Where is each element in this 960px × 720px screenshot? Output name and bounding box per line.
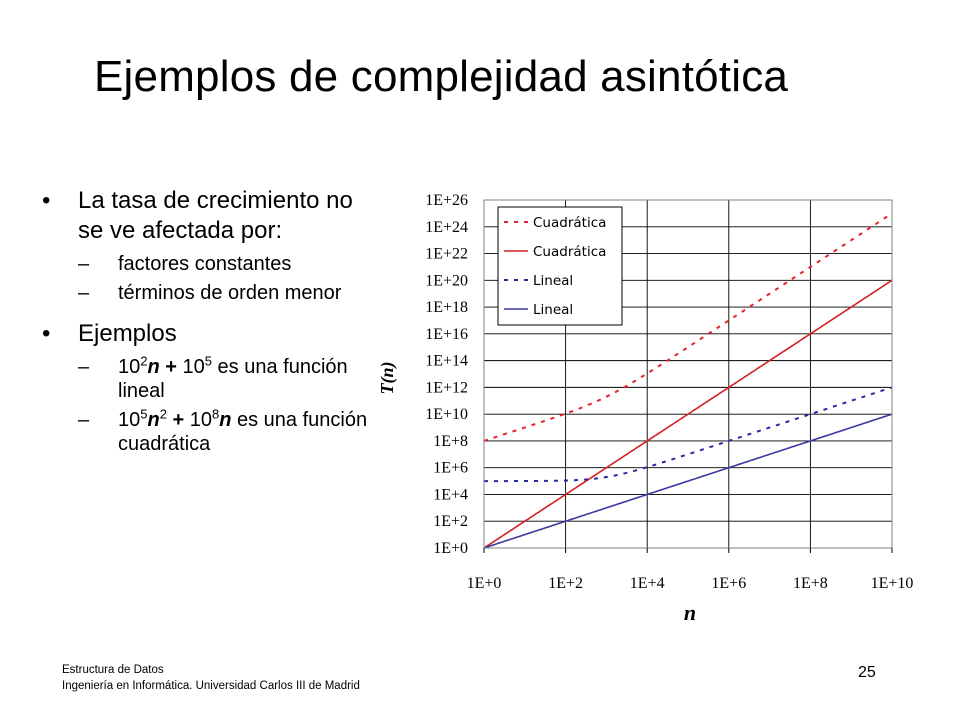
series-line-2 xyxy=(483,279,893,549)
y-axis-label: T(n) xyxy=(377,362,398,395)
y-tick-label: 1E+20 xyxy=(425,272,468,289)
chart-series xyxy=(483,212,893,549)
plot-area-frame xyxy=(483,199,893,549)
sub-item-text: términos de orden menor xyxy=(118,282,342,304)
variable: n xyxy=(147,356,160,378)
sub-item-dash: – xyxy=(78,282,90,304)
variable: n xyxy=(219,409,232,431)
y-tick-label: 1E+8 xyxy=(433,433,468,450)
coefficient: 10 xyxy=(118,356,141,378)
legend-label: Lineal xyxy=(533,273,573,289)
exponent: 2 xyxy=(159,406,167,422)
series-line-1 xyxy=(483,212,893,442)
example-quadratic: – 105n2 + 108n es una función cuadrática xyxy=(78,406,370,456)
example-linear: – 102n + 105 es una función lineal xyxy=(78,353,370,403)
legend-box xyxy=(497,206,623,326)
bullet-text: Ejemplos xyxy=(78,320,177,347)
operator: + xyxy=(159,356,183,378)
y-tick-label: 1E+22 xyxy=(425,246,468,263)
bullet-marker: • xyxy=(42,320,51,347)
bullet-marker: • xyxy=(42,187,51,214)
example-description: es una función lineal xyxy=(118,356,348,402)
sub-item-lower-order-terms: – términos de orden menor xyxy=(78,281,370,305)
chart-legend: Cuadrática Cuadrática Lineal Lineal xyxy=(497,206,623,326)
sub-item-dash: – xyxy=(78,253,90,275)
bullet-examples: • Ejemplos – 102n + 105 es una función l… xyxy=(40,319,370,456)
y-tick-label: 1E+4 xyxy=(433,486,468,503)
y-tick-label: 1E+12 xyxy=(425,379,468,396)
y-tick-label: 1E+24 xyxy=(425,219,468,236)
y-tick-label: 1E+10 xyxy=(425,406,468,423)
coefficient: 10 xyxy=(189,409,212,431)
sub-list: – factores constantes – términos de orde… xyxy=(78,252,370,305)
x-tick-label: 1E+6 xyxy=(711,575,746,592)
page-number: 25 xyxy=(858,664,876,681)
footer-institution: Ingeniería en Informática. Universidad C… xyxy=(62,680,360,692)
sub-item-text: factores constantes xyxy=(118,253,292,275)
x-tick-label: 1E+4 xyxy=(630,575,665,592)
y-tick-label: 1E+26 xyxy=(425,192,468,209)
example-description: es una función cuadrática xyxy=(118,409,368,455)
y-tick-label: 1E+2 xyxy=(433,513,468,530)
sub-item-dash: – xyxy=(78,356,90,378)
slide-footer: Estructura de Datos Ingeniería en Inform… xyxy=(62,662,360,694)
exponent: 8 xyxy=(211,406,220,422)
legend-label: Cuadrática xyxy=(533,215,606,231)
x-tick-label: 1E+0 xyxy=(467,575,502,592)
x-tick-label: 1E+2 xyxy=(548,575,583,592)
bullet-list: • La tasa de crecimiento no se ve afecta… xyxy=(40,186,370,461)
operator: + xyxy=(166,409,190,431)
y-tick-label: 1E+0 xyxy=(433,540,468,557)
variable: n xyxy=(147,409,160,431)
x-axis-label: n xyxy=(684,600,696,625)
y-tick-label: 1E+6 xyxy=(433,460,468,477)
chart-ticks: 1E+0 1E+2 1E+4 1E+6 1E+8 1E+10 1E+12 1E+14 1E+16… xyxy=(425,192,913,592)
y-tick-label: 1E+14 xyxy=(425,353,468,370)
series-line-3 xyxy=(484,386,893,483)
x-tick-label: 1E+8 xyxy=(793,575,828,592)
exponent: 5 xyxy=(204,353,212,369)
sub-item-dash: – xyxy=(78,409,90,431)
legend-label: Cuadrática xyxy=(533,244,606,260)
sub-list: – 102n + 105 es una función lineal – 105… xyxy=(78,353,370,456)
x-tick-label: 1E+10 xyxy=(871,575,914,592)
slide-title: Ejemplos de complejidad asintótica xyxy=(94,52,789,101)
bullet-rate-growth: • La tasa de crecimiento no se ve afecta… xyxy=(40,186,370,305)
sub-item-constant-factors: – factores constantes xyxy=(78,252,370,276)
exponent: 5 xyxy=(140,406,148,422)
exponent: 2 xyxy=(140,353,148,369)
legend-label: Lineal xyxy=(533,302,573,318)
series-line-4 xyxy=(483,413,893,549)
footer-course: Estructura de Datos xyxy=(62,664,164,676)
y-tick-label: 1E+18 xyxy=(425,299,468,316)
y-tick-label: 1E+16 xyxy=(425,326,468,343)
bullet-text: La tasa de crecimiento no se ve afectada… xyxy=(78,187,353,244)
coefficient: 10 xyxy=(182,356,205,378)
coefficient: 10 xyxy=(118,409,141,431)
